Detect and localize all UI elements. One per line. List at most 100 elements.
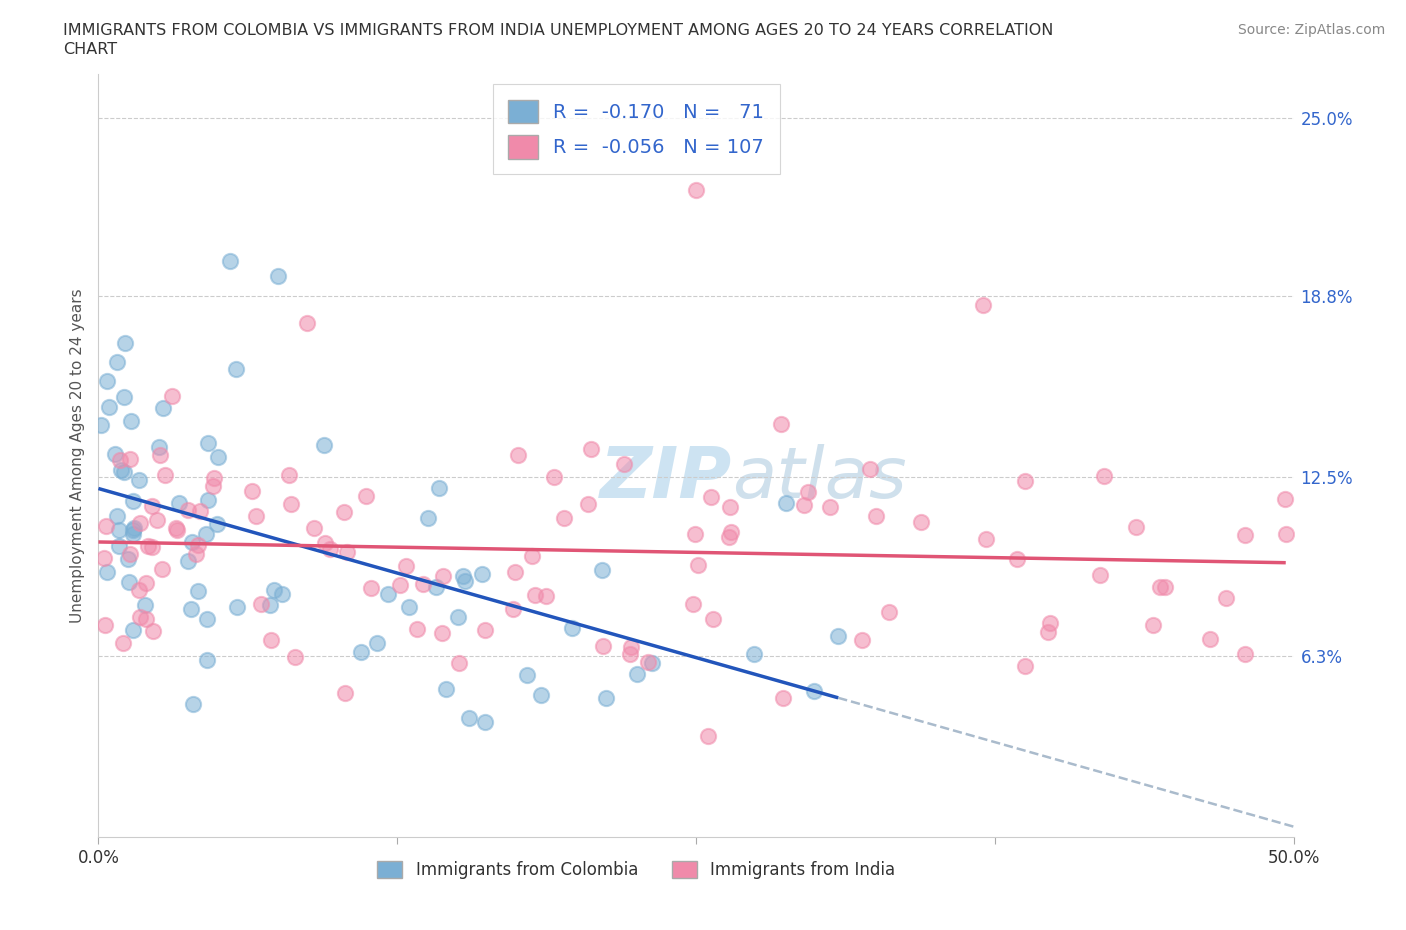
Point: [105, 355, 128, 370]
Point: [195, 652, 218, 667]
Point: [685, 182, 707, 197]
Text: CHART: CHART: [63, 42, 117, 57]
Point: [506, 448, 529, 463]
Point: [820, 500, 842, 515]
Point: [245, 509, 267, 524]
Point: [149, 447, 172, 462]
Point: [620, 640, 643, 655]
Point: [118, 451, 141, 466]
Point: [430, 625, 453, 640]
Point: [319, 541, 342, 556]
Point: [96, 565, 118, 579]
Point: [177, 502, 200, 517]
Point: [1154, 579, 1177, 594]
Point: [637, 655, 659, 670]
Point: [141, 498, 163, 513]
Point: [641, 656, 664, 671]
Point: [180, 534, 202, 549]
Point: [686, 558, 709, 573]
Point: [128, 472, 150, 487]
Point: [859, 461, 882, 476]
Point: [702, 612, 724, 627]
Point: [744, 647, 766, 662]
Point: [591, 563, 613, 578]
Point: [1125, 520, 1147, 535]
Text: atlas: atlas: [733, 445, 907, 513]
Point: [336, 545, 359, 560]
Point: [718, 499, 741, 514]
Point: [111, 635, 134, 650]
Point: [576, 497, 599, 512]
Point: [770, 417, 793, 432]
Point: [412, 577, 434, 591]
Point: [152, 400, 174, 415]
Point: [122, 493, 145, 508]
Point: [398, 600, 420, 615]
Point: [187, 584, 209, 599]
Point: [118, 574, 141, 589]
Point: [797, 485, 820, 499]
Point: [121, 526, 143, 541]
Point: [110, 452, 132, 467]
Point: [474, 622, 496, 637]
Text: ZIP: ZIP: [599, 445, 733, 513]
Point: [110, 462, 132, 477]
Point: [225, 362, 247, 377]
Point: [775, 496, 797, 511]
Point: [277, 468, 299, 483]
Point: [197, 493, 219, 508]
Point: [93, 618, 115, 632]
Point: [314, 438, 336, 453]
Point: [202, 479, 225, 494]
Point: [333, 685, 356, 700]
Y-axis label: Unemployment Among Ages 20 to 24 years: Unemployment Among Ages 20 to 24 years: [69, 288, 84, 623]
Point: [1092, 469, 1115, 484]
Point: [561, 620, 583, 635]
Point: [1215, 591, 1237, 605]
Point: [595, 691, 617, 706]
Point: [418, 511, 440, 525]
Point: [1142, 618, 1164, 632]
Point: [270, 587, 292, 602]
Point: [471, 566, 494, 581]
Point: [284, 650, 307, 665]
Point: [434, 682, 457, 697]
Point: [427, 481, 450, 496]
Point: [447, 610, 470, 625]
Point: [350, 644, 373, 659]
Point: [395, 559, 418, 574]
Point: [260, 632, 283, 647]
Point: [166, 523, 188, 538]
Point: [619, 646, 641, 661]
Point: [96, 519, 118, 534]
Point: [180, 602, 202, 617]
Point: [195, 612, 218, 627]
Point: [803, 684, 825, 698]
Point: [1014, 659, 1036, 674]
Point: [530, 687, 553, 702]
Point: [851, 633, 873, 648]
Point: [579, 441, 602, 456]
Legend: Immigrants from Colombia, Immigrants from India: Immigrants from Colombia, Immigrants fro…: [371, 855, 901, 886]
Point: [204, 471, 226, 485]
Point: [1199, 631, 1222, 646]
Point: [1274, 526, 1296, 541]
Point: [205, 516, 228, 531]
Point: [112, 390, 135, 405]
Point: [112, 464, 135, 479]
Point: [314, 536, 336, 551]
Point: [451, 568, 474, 583]
Text: IMMIGRANTS FROM COLOMBIA VS IMMIGRANTS FROM INDIA UNEMPLOYMENT AMONG AGES 20 TO : IMMIGRANTS FROM COLOMBIA VS IMMIGRANTS F…: [63, 23, 1053, 38]
Point: [107, 523, 129, 538]
Point: [104, 447, 127, 462]
Point: [974, 532, 997, 547]
Point: [194, 526, 217, 541]
Point: [626, 666, 648, 681]
Point: [516, 667, 538, 682]
Point: [865, 508, 887, 523]
Point: [134, 598, 156, 613]
Point: [240, 484, 263, 498]
Point: [135, 576, 157, 591]
Point: [142, 623, 165, 638]
Point: [613, 457, 636, 472]
